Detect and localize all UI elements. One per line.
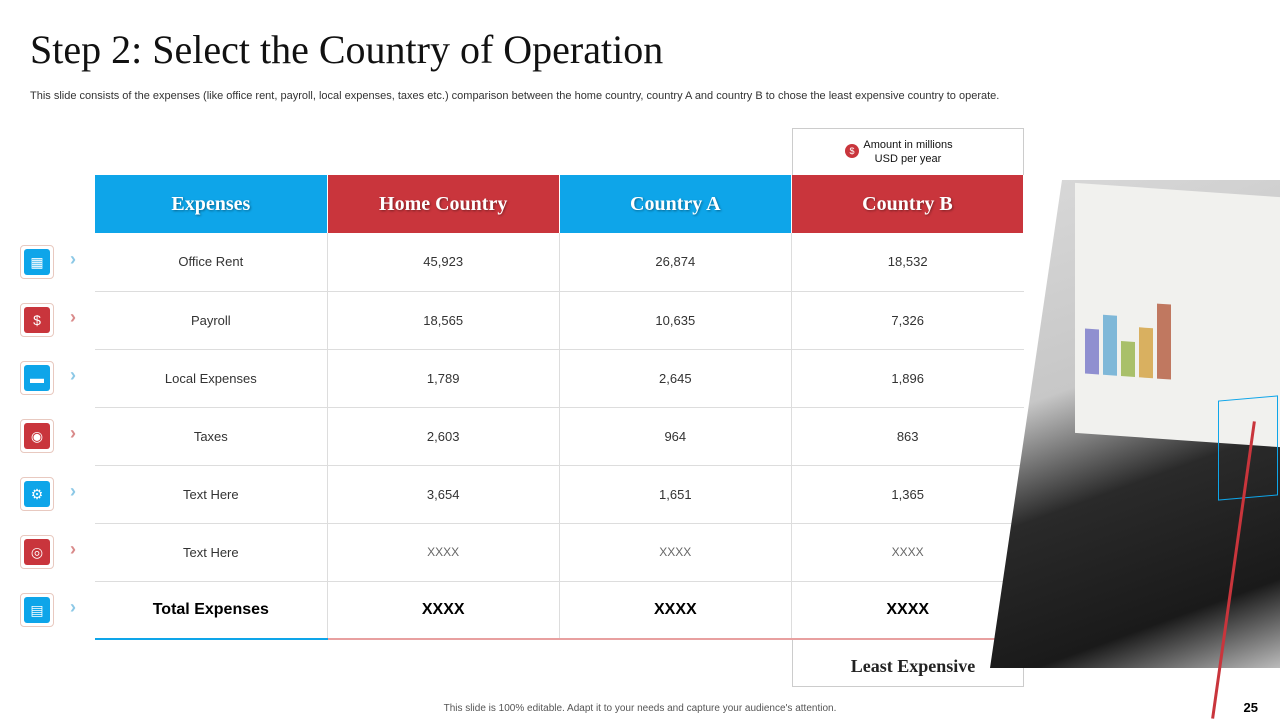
page-number: 25 [1243, 700, 1258, 715]
chevron-right-icon: › [70, 597, 76, 617]
table-row: Text Here 3,654 1,651 1,365 [95, 465, 1024, 524]
row-value: XXXX [791, 523, 1024, 582]
row-value: XXXX [559, 581, 792, 640]
row-value: 863 [791, 407, 1024, 466]
briefcase-icon: ▬ [20, 361, 54, 395]
total-row: Total Expenses XXXX XXXX XXXX [95, 581, 1024, 640]
chevron-right-icon: › [70, 423, 76, 443]
row-value: 1,651 [559, 465, 792, 524]
row-label: Payroll [95, 291, 328, 350]
note-line1: Amount in millions [863, 139, 953, 151]
table-row: Office Rent 45,923 26,874 18,532 [95, 233, 1024, 292]
row-value: 26,874 [559, 233, 792, 292]
person-dollar-icon: $ [20, 303, 54, 337]
row-value: 45,923 [327, 233, 560, 292]
document-stack-icon: ▤ [20, 593, 54, 627]
row-value: 10,635 [559, 291, 792, 350]
header-expenses: Expenses [95, 175, 328, 233]
least-expensive-label: Least Expensive [850, 656, 976, 676]
row-value: XXXX [791, 581, 1024, 640]
note-line2: USD per year [874, 153, 942, 165]
org-chart-icon: ⚙ [20, 477, 54, 511]
row-label: Total Expenses [95, 581, 328, 640]
row-value: 1,365 [791, 465, 1024, 524]
row-value: 1,896 [791, 349, 1024, 408]
row-value: XXXX [559, 523, 792, 582]
row-label: Local Expenses [95, 349, 328, 408]
amount-note: $ Amount in millions USD per year [792, 138, 1024, 166]
globe-pin-icon: ◎ [20, 535, 54, 569]
table-row: Taxes 2,603 964 863 [95, 407, 1024, 466]
chevron-right-icon: › [70, 307, 76, 327]
row-value: 1,789 [327, 349, 560, 408]
chevron-right-icon: › [70, 539, 76, 559]
subtitle: This slide consists of the expenses (lik… [30, 90, 1000, 102]
row-value: 2,603 [327, 407, 560, 466]
row-value: 7,326 [791, 291, 1024, 350]
chevron-right-icon: › [70, 481, 76, 501]
row-label: Taxes [95, 407, 328, 466]
row-value: XXXX [327, 581, 560, 640]
building-tag-icon: ▦ [20, 245, 54, 279]
row-label: Office Rent [95, 233, 328, 292]
hand-coin-icon: ◉ [20, 419, 54, 453]
dollar-icon: $ [845, 144, 859, 158]
row-value: 18,532 [791, 233, 1024, 292]
chevron-right-icon: › [70, 249, 76, 269]
row-value: 18,565 [327, 291, 560, 350]
header-country-a: Country A [559, 175, 792, 233]
page-title: Step 2: Select the Country of Operation [30, 27, 664, 72]
row-value: 3,654 [327, 465, 560, 524]
row-value: XXXX [327, 523, 560, 582]
chevron-right-icon: › [70, 365, 76, 385]
row-value: 2,645 [559, 349, 792, 408]
row-label: Text Here [95, 523, 328, 582]
table-row: Local Expenses 1,789 2,645 1,896 [95, 349, 1024, 408]
row-label: Text Here [95, 465, 328, 524]
expenses-table: Expenses Home Country Country A Country … [95, 175, 1025, 640]
header-country-b: Country B [791, 175, 1025, 233]
table-row: Payroll 18,565 10,635 7,326 [95, 291, 1024, 350]
footer-text: This slide is 100% editable. Adapt it to… [443, 703, 837, 714]
table-row: Text Here XXXX XXXX XXXX [95, 523, 1024, 582]
header-home-country: Home Country [327, 175, 560, 233]
row-value: 964 [559, 407, 792, 466]
